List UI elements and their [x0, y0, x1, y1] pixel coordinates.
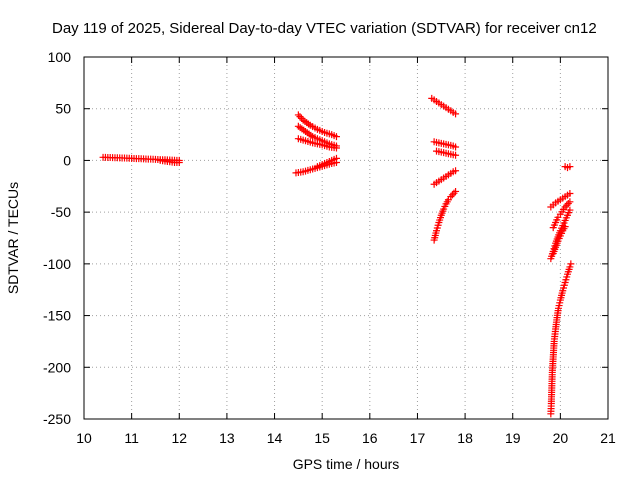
data-point [452, 167, 460, 175]
y-tick-label: 0 [63, 152, 71, 168]
data-point [294, 111, 302, 119]
series-arc-16 [549, 223, 569, 258]
chart-title: Day 119 of 2025, Sidereal Day-to-day VTE… [52, 20, 597, 37]
series-arc-8 [428, 94, 460, 118]
x-axis-label: GPS time / hours [293, 456, 400, 472]
data-point [447, 193, 455, 201]
series-arc-5 [294, 135, 340, 152]
series-arc-14 [549, 198, 574, 232]
x-tick-label: 19 [505, 430, 521, 446]
data-point [566, 198, 574, 206]
data-point [452, 143, 460, 151]
series-arc-3 [294, 111, 340, 141]
data-point [561, 203, 569, 211]
x-tick-label: 15 [314, 430, 330, 446]
series-arc-11 [430, 167, 460, 188]
data-point [452, 110, 460, 118]
data-point [566, 263, 574, 271]
x-tick-label: 17 [410, 430, 426, 446]
data-point [298, 114, 306, 122]
x-tick-label: 14 [267, 430, 283, 446]
data-point [564, 200, 572, 208]
data-point [175, 158, 183, 166]
y-tick-label: -200 [43, 359, 71, 375]
y-tick-label: 50 [55, 101, 71, 117]
data-point [566, 190, 574, 198]
series-arc-7 [313, 154, 340, 171]
series-arc-12 [430, 187, 460, 244]
series-arc-10 [433, 147, 460, 159]
series-arc-13 [547, 190, 574, 211]
series-arc-9 [430, 138, 460, 151]
x-tick-label: 18 [457, 430, 473, 446]
series-arc-6 [292, 158, 340, 177]
data-point [332, 154, 340, 162]
data-point [452, 151, 460, 159]
x-tick-label: 16 [362, 430, 378, 446]
data-point [561, 223, 569, 231]
axes: 10 11 12 13 14 15 16 17 18 19 20 21 100 50 0 -50 -100 -15… [43, 49, 616, 446]
x-tick-label: 11 [124, 430, 139, 446]
plot-frame [83, 56, 609, 420]
data-point [332, 144, 340, 152]
data-point [566, 163, 574, 171]
x-tick-label: 13 [219, 430, 235, 446]
data-point [332, 133, 340, 141]
data-point [296, 113, 304, 121]
data-point [452, 187, 460, 195]
x-tick-label: 21 [600, 430, 616, 446]
series-arc-17 [561, 163, 574, 172]
y-tick-label: -250 [43, 411, 71, 427]
y-tick-label: 100 [48, 49, 72, 65]
y-tick-label: -100 [43, 256, 71, 272]
grid [84, 57, 608, 419]
data-point [450, 189, 458, 197]
y-axis-label: SDTVAR / TECUs [5, 182, 21, 294]
data-points [99, 94, 575, 418]
x-tick-label: 20 [553, 430, 569, 446]
x-tick-label: 12 [171, 430, 187, 446]
y-tick-label: -50 [51, 204, 71, 220]
series-arc-18 [547, 260, 575, 418]
y-tick-label: -150 [43, 308, 71, 324]
data-point [563, 201, 571, 209]
data-point [566, 206, 574, 214]
x-tick-label: 10 [76, 430, 92, 446]
data-point [448, 191, 456, 199]
series-arc-2 [156, 156, 183, 166]
data-point [567, 260, 575, 268]
